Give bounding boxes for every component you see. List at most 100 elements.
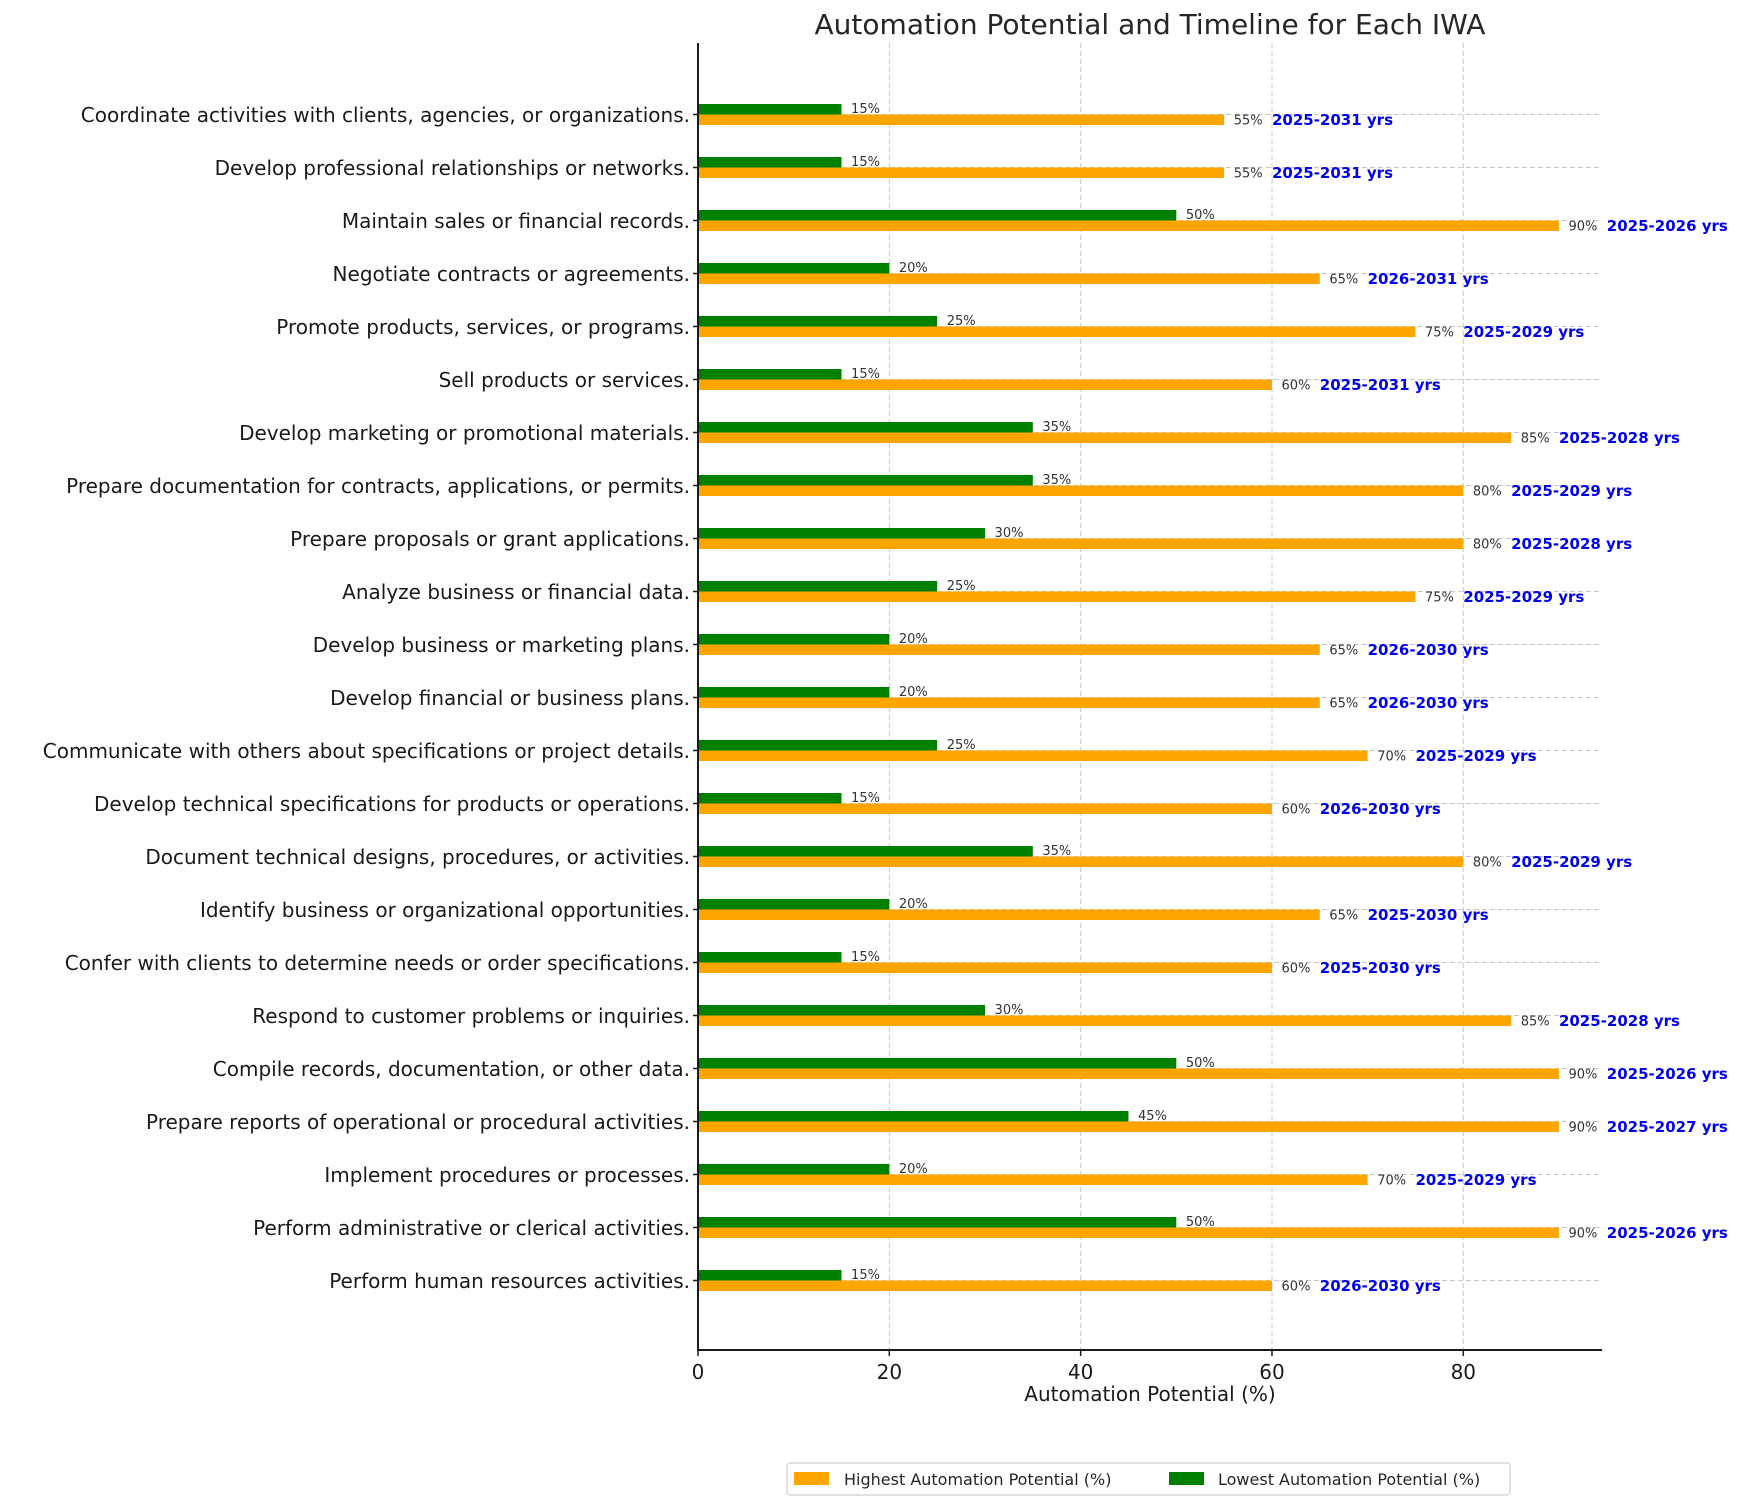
- bar-highest: [698, 1121, 1559, 1132]
- chart-title: Automation Potential and Timeline for Ea…: [815, 8, 1486, 41]
- y-tick-label: Develop marketing or promotional materia…: [239, 421, 690, 445]
- y-tick-label: Perform human resources activities.: [329, 1269, 690, 1293]
- timeline-label: 2025-2028 yrs: [1511, 535, 1632, 553]
- value-label-lowest: 50%: [1186, 1056, 1215, 1071]
- value-label-lowest: 15%: [851, 791, 880, 806]
- value-label-lowest: 20%: [899, 261, 928, 276]
- legend-box: [786, 1462, 1511, 1496]
- timeline-label: 2025-2027 yrs: [1607, 1118, 1728, 1136]
- value-label-highest: 60%: [1282, 379, 1311, 394]
- y-tick-label: Develop financial or business plans.: [330, 686, 690, 710]
- timeline-label: 2025-2030 yrs: [1320, 959, 1441, 977]
- bar-lowest: [698, 952, 842, 963]
- bar-highest: [698, 856, 1464, 867]
- value-label-lowest: 30%: [995, 526, 1024, 541]
- value-label-lowest: 15%: [851, 950, 880, 965]
- y-tick-label: Maintain sales or financial records.: [342, 209, 690, 233]
- bar-highest: [698, 538, 1464, 549]
- bar-highest: [698, 803, 1272, 814]
- y-tick-label: Develop professional relationships or ne…: [215, 156, 690, 180]
- timeline-label: 2025-2029 yrs: [1463, 323, 1584, 341]
- timeline-label: 2025-2031 yrs: [1272, 111, 1393, 129]
- bar-highest: [698, 273, 1320, 284]
- timeline-label: 2025-2029 yrs: [1415, 747, 1536, 765]
- bar-highest: [698, 220, 1559, 231]
- value-label-highest: 80%: [1473, 485, 1502, 500]
- timeline-label: 2026-2030 yrs: [1320, 800, 1441, 818]
- timeline-label: 2025-2030 yrs: [1368, 906, 1489, 924]
- bar-lowest: [698, 899, 890, 910]
- bars-layer: [698, 104, 1559, 1291]
- y-tick-label: Analyze business or financial data.: [342, 580, 690, 604]
- timeline-label: 2025-2029 yrs: [1463, 588, 1584, 606]
- bar-lowest: [698, 422, 1033, 433]
- bar-highest: [698, 909, 1320, 920]
- value-label-highest: 90%: [1569, 220, 1598, 235]
- timeline-label: 2025-2028 yrs: [1559, 1012, 1680, 1030]
- y-tick-label: Identify business or organizational oppo…: [200, 898, 690, 922]
- x-tick-label: 80: [1451, 1360, 1476, 1384]
- bar-lowest: [698, 1164, 890, 1175]
- y-tick-label: Develop technical specifications for pro…: [94, 792, 690, 816]
- value-label-lowest: 20%: [899, 632, 928, 647]
- x-tick-label: 60: [1259, 1360, 1284, 1384]
- x-tick-label: 20: [877, 1360, 902, 1384]
- legend-label-highest: Highest Automation Potential (%): [844, 1470, 1111, 1489]
- value-label-highest: 70%: [1377, 1174, 1406, 1189]
- bar-lowest: [698, 687, 890, 698]
- value-label-lowest: 35%: [1042, 844, 1071, 859]
- value-label-highest: 90%: [1569, 1068, 1598, 1083]
- bar-lowest: [698, 475, 1033, 486]
- y-tick-label: Prepare documentation for contracts, app…: [66, 474, 690, 498]
- axes-layer: 0 20 40 60 80 Coordinate activities with clie…: [43, 43, 1602, 1384]
- y-tick-label: Prepare reports of operational or proced…: [146, 1110, 690, 1134]
- bar-lowest: [698, 1111, 1129, 1122]
- bar-highest: [698, 432, 1512, 443]
- bar-lowest: [698, 316, 938, 327]
- y-tick-label: Negotiate contracts or agreements.: [333, 262, 690, 286]
- y-tick-label: Perform administrative or clerical activ…: [253, 1216, 690, 1240]
- bar-lowest: [698, 210, 1177, 221]
- value-label-highest: 75%: [1425, 591, 1454, 606]
- bar-lowest: [698, 846, 1033, 857]
- timeline-label: 2025-2031 yrs: [1320, 376, 1441, 394]
- timeline-label: 2025-2031 yrs: [1272, 164, 1393, 182]
- x-tick-label: 0: [692, 1360, 705, 1384]
- bar-lowest: [698, 104, 842, 115]
- value-label-lowest: 20%: [899, 897, 928, 912]
- value-label-highest: 75%: [1425, 326, 1454, 341]
- value-label-lowest: 15%: [851, 1268, 880, 1283]
- value-label-lowest: 15%: [851, 102, 880, 117]
- value-label-lowest: 30%: [995, 1003, 1024, 1018]
- value-label-highest: 60%: [1282, 803, 1311, 818]
- timeline-label: 2025-2028 yrs: [1559, 429, 1680, 447]
- timeline-label: 2025-2029 yrs: [1511, 853, 1632, 871]
- y-tick-label: Communicate with others about specificat…: [43, 739, 690, 763]
- value-label-lowest: 35%: [1042, 473, 1071, 488]
- bar-lowest: [698, 634, 890, 645]
- legend-swatch-highest: [794, 1472, 829, 1485]
- value-label-highest: 85%: [1521, 1015, 1550, 1030]
- value-label-lowest: 15%: [851, 367, 880, 382]
- value-label-lowest: 50%: [1186, 1215, 1215, 1230]
- value-label-lowest: 50%: [1186, 208, 1215, 223]
- bar-highest: [698, 1174, 1368, 1185]
- bar-lowest: [698, 581, 938, 592]
- timeline-label: 2026-2030 yrs: [1368, 694, 1489, 712]
- value-label-highest: 55%: [1234, 167, 1263, 182]
- timeline-label: 2025-2026 yrs: [1607, 1224, 1728, 1242]
- value-label-lowest: 20%: [899, 685, 928, 700]
- value-label-lowest: 15%: [851, 155, 880, 170]
- bar-highest: [698, 962, 1272, 973]
- value-label-lowest: 45%: [1138, 1109, 1167, 1124]
- bar-lowest: [698, 528, 985, 539]
- bar-lowest: [698, 740, 938, 751]
- value-label-highest: 65%: [1329, 909, 1358, 924]
- value-label-lowest: 20%: [899, 1162, 928, 1177]
- bar-lowest: [698, 1217, 1177, 1228]
- timeline-label: 2025-2029 yrs: [1415, 1171, 1536, 1189]
- bar-highest: [698, 1227, 1559, 1238]
- bar-highest: [698, 326, 1416, 337]
- value-label-lowest: 25%: [947, 579, 976, 594]
